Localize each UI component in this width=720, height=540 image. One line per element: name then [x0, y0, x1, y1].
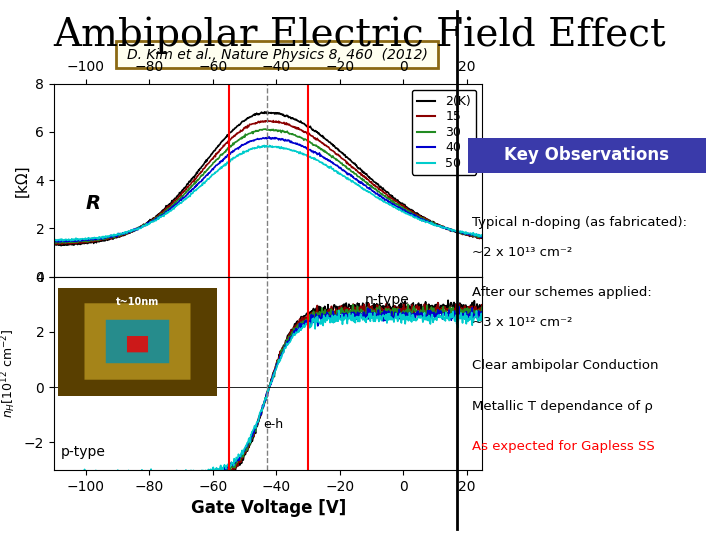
- 15: [311, 134, 320, 141]
- FancyBboxPatch shape: [116, 41, 438, 68]
- 2(K): [50, 241, 58, 248]
- 30: [300, 137, 308, 144]
- Text: Clear ambipolar Conduction: Clear ambipolar Conduction: [472, 359, 658, 372]
- 2(K): [300, 120, 308, 127]
- 40: [324, 157, 333, 163]
- 40: [265, 133, 274, 140]
- 2(K): [420, 214, 428, 221]
- 40: [53, 239, 61, 245]
- 15: [264, 117, 272, 124]
- 2(K): [261, 109, 269, 115]
- 40: [376, 192, 384, 199]
- 50: [311, 156, 320, 163]
- Line: 40: 40: [54, 137, 482, 242]
- Text: Typical n-doping (as fabricated):: Typical n-doping (as fabricated):: [472, 216, 687, 229]
- 15: [300, 129, 308, 135]
- 40: [76, 238, 85, 244]
- 40: [300, 144, 308, 150]
- Text: p-type: p-type: [60, 445, 105, 459]
- Text: ~3 x 10¹² cm⁻²: ~3 x 10¹² cm⁻²: [472, 316, 572, 329]
- 30: [76, 238, 85, 245]
- 2(K): [376, 184, 384, 191]
- Legend: 2(K), 15, 30, 40, 50: 2(K), 15, 30, 40, 50: [412, 90, 476, 175]
- Line: 2(K): 2(K): [54, 112, 482, 246]
- 40: [50, 239, 58, 245]
- FancyBboxPatch shape: [468, 138, 706, 173]
- Text: As expected for Gapless SS: As expected for Gapless SS: [472, 440, 654, 453]
- 15: [76, 240, 85, 246]
- 50: [58, 238, 67, 244]
- Text: After our schemes applied:: After our schemes applied:: [472, 286, 652, 299]
- 50: [76, 236, 85, 242]
- Y-axis label: $n_H[10^{12}\ \mathrm{cm}^{-2}]$: $n_H[10^{12}\ \mathrm{cm}^{-2}]$: [0, 328, 18, 418]
- Text: n-type: n-type: [365, 293, 410, 307]
- 15: [420, 215, 428, 222]
- Line: 50: 50: [54, 145, 482, 241]
- 50: [376, 195, 384, 202]
- 30: [376, 190, 384, 196]
- Line: 30: 30: [54, 129, 482, 243]
- 15: [376, 186, 384, 193]
- 2(K): [478, 235, 487, 242]
- 2(K): [324, 138, 333, 144]
- Text: R: R: [86, 194, 101, 213]
- 40: [311, 148, 320, 155]
- Text: Key Observations: Key Observations: [504, 146, 670, 164]
- 15: [50, 240, 58, 246]
- 40: [420, 218, 428, 224]
- Text: D. Kim et al., Nature Physics 8, 460  (2012): D. Kim et al., Nature Physics 8, 460 (20…: [127, 48, 428, 62]
- 30: [261, 126, 270, 132]
- Line: 15: 15: [54, 120, 482, 244]
- 50: [420, 218, 428, 224]
- 2(K): [76, 240, 85, 247]
- 50: [324, 164, 333, 170]
- 15: [324, 144, 333, 150]
- 30: [324, 151, 333, 157]
- 30: [50, 239, 58, 246]
- Text: ~2 x 10¹³ cm⁻²: ~2 x 10¹³ cm⁻²: [472, 246, 572, 259]
- 50: [260, 142, 269, 149]
- 30: [311, 142, 320, 149]
- 30: [420, 215, 428, 222]
- Text: Metallic T dependance of ρ: Metallic T dependance of ρ: [472, 400, 652, 413]
- 30: [478, 234, 487, 240]
- 15: [478, 235, 487, 241]
- Text: Ambipolar Electric Field Effect: Ambipolar Electric Field Effect: [54, 16, 666, 53]
- Text: e-h: e-h: [264, 418, 284, 431]
- 2(K): [57, 242, 66, 249]
- 50: [478, 232, 487, 239]
- 50: [300, 151, 308, 157]
- Y-axis label: [kΩ]: [kΩ]: [15, 164, 30, 197]
- 50: [50, 237, 58, 244]
- 30: [55, 240, 64, 246]
- 40: [478, 233, 487, 239]
- 2(K): [311, 129, 320, 135]
- X-axis label: Gate Voltage [V]: Gate Voltage [V]: [191, 499, 346, 517]
- 15: [58, 241, 66, 247]
